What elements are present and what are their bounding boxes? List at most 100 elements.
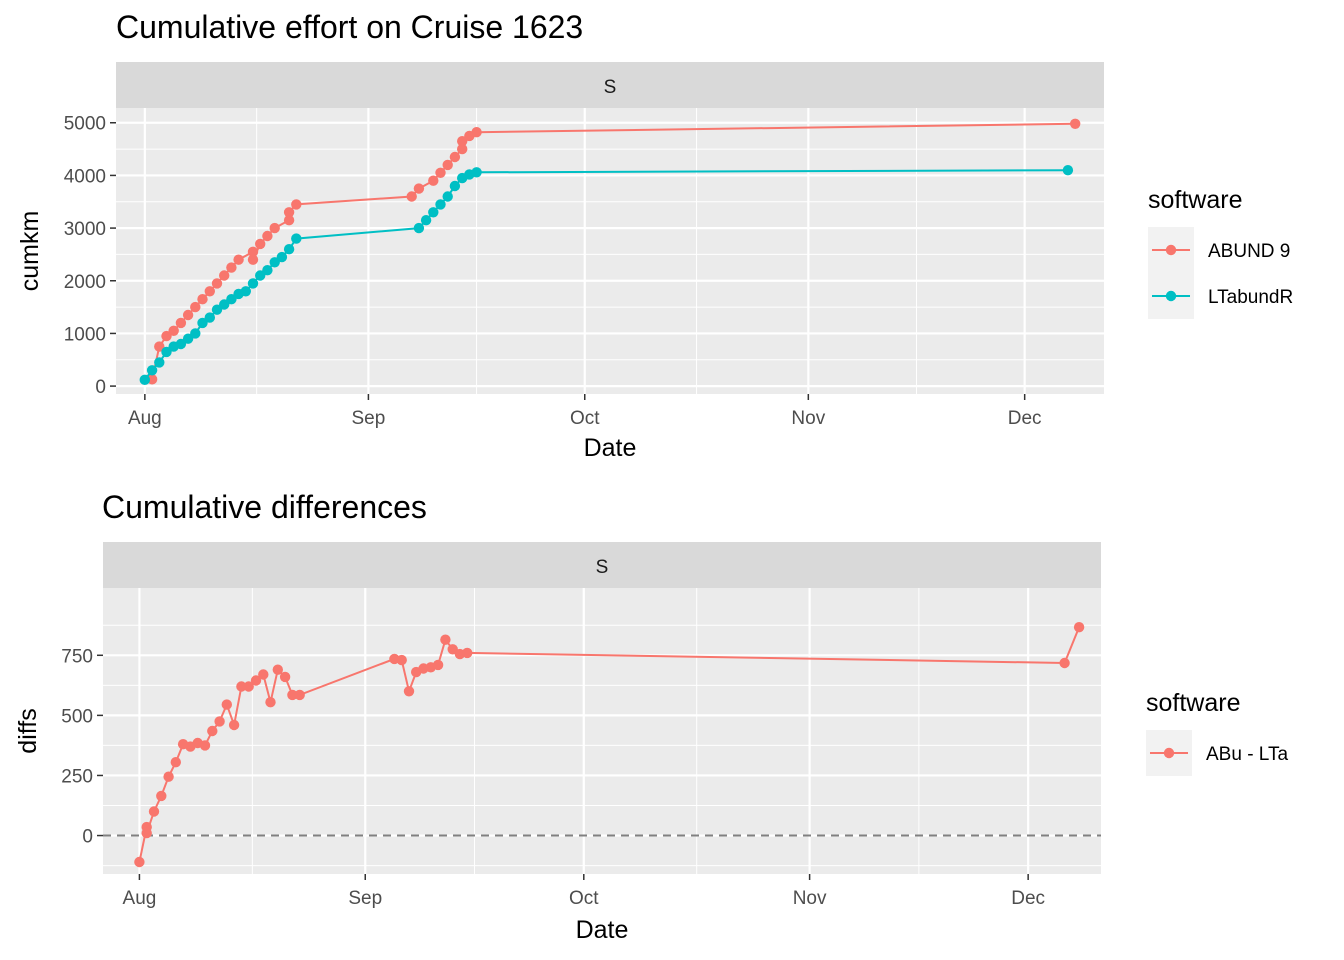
data-point bbox=[276, 251, 288, 263]
y-tick-label: 1000 bbox=[64, 324, 106, 345]
data-point bbox=[233, 254, 244, 265]
facet-label: S bbox=[596, 557, 609, 578]
data-point bbox=[442, 191, 453, 202]
data-point bbox=[435, 167, 446, 178]
legend-label: ABUND 9 bbox=[1208, 241, 1290, 262]
facet-strip bbox=[116, 62, 1104, 108]
data-point bbox=[182, 333, 194, 344]
data-point bbox=[1059, 657, 1070, 669]
data-point bbox=[406, 191, 417, 202]
data-point bbox=[247, 254, 259, 265]
data-point bbox=[428, 207, 439, 218]
x-axis-title: Date bbox=[584, 434, 637, 462]
data-point bbox=[247, 246, 259, 257]
data-point bbox=[134, 856, 145, 868]
data-point bbox=[457, 136, 468, 147]
y-tick-label: 0 bbox=[95, 377, 106, 398]
data-point bbox=[211, 278, 223, 289]
chart-cumulative-effort: Cumulative effort on Cruise 1623 S 0 1000… bbox=[16, 9, 1293, 462]
data-point bbox=[141, 827, 152, 839]
data-point bbox=[269, 257, 280, 268]
data-point bbox=[139, 374, 150, 385]
data-point bbox=[219, 270, 230, 281]
chart-title: Cumulative effort on Cruise 1623 bbox=[116, 9, 583, 45]
data-point bbox=[163, 771, 174, 782]
data-point bbox=[243, 681, 254, 692]
x-tick-label: Sep bbox=[348, 888, 382, 909]
data-point bbox=[214, 716, 225, 727]
legend-key-point bbox=[1165, 290, 1177, 302]
x-axis-title: Date bbox=[576, 916, 629, 944]
x-tick-label: Nov bbox=[791, 408, 825, 429]
data-point bbox=[283, 207, 295, 218]
data-point bbox=[204, 286, 215, 297]
legend: software ABu - LTa bbox=[1146, 689, 1288, 776]
x-axis: Aug Sep Oct Nov Dec bbox=[128, 394, 1042, 429]
data-point bbox=[190, 328, 201, 339]
legend-key-point bbox=[1165, 244, 1177, 256]
legend: software ABUND 9 LTabundR bbox=[1148, 186, 1293, 319]
data-point bbox=[146, 365, 158, 376]
y-tick-label: 750 bbox=[61, 646, 93, 667]
data-point bbox=[154, 357, 165, 368]
x-tick-label: Dec bbox=[1008, 408, 1042, 429]
data-point bbox=[442, 159, 453, 171]
data-point bbox=[435, 199, 446, 210]
data-point bbox=[148, 806, 160, 817]
data-point bbox=[226, 294, 237, 305]
data-point bbox=[255, 270, 266, 281]
y-axis-title: cumkm bbox=[16, 211, 44, 292]
data-point bbox=[170, 757, 181, 768]
data-point bbox=[258, 669, 269, 680]
data-point bbox=[197, 294, 208, 305]
data-point bbox=[283, 215, 295, 226]
data-point bbox=[449, 180, 461, 192]
data-point bbox=[283, 244, 295, 255]
chart-cumulative-differences: Cumulative differences S 0 250 500 750 Aug S… bbox=[14, 489, 1288, 944]
data-point bbox=[161, 330, 172, 342]
data-point bbox=[291, 199, 302, 210]
data-point bbox=[250, 675, 262, 686]
y-tick-label: 500 bbox=[61, 706, 93, 727]
series-layer bbox=[139, 118, 1081, 385]
legend-key-point bbox=[1163, 747, 1175, 759]
facet-strip bbox=[103, 542, 1101, 588]
x-tick-label: Aug bbox=[128, 408, 162, 429]
data-point bbox=[175, 338, 187, 350]
data-point bbox=[197, 317, 208, 329]
data-point bbox=[413, 183, 425, 194]
data-point bbox=[255, 238, 266, 250]
facet-label: S bbox=[604, 77, 617, 98]
data-point bbox=[156, 790, 167, 802]
data-point bbox=[219, 299, 230, 310]
legend-label: ABu - LTa bbox=[1206, 744, 1288, 765]
data-point bbox=[204, 312, 215, 323]
x-tick-label: Oct bbox=[570, 408, 600, 429]
data-point bbox=[272, 664, 283, 675]
legend-keys: ABu - LTa bbox=[1146, 730, 1288, 776]
y-tick-label: 250 bbox=[61, 766, 93, 787]
data-point bbox=[449, 151, 461, 163]
y-tick-label: 0 bbox=[82, 827, 93, 848]
data-point bbox=[226, 262, 237, 273]
legend-label: LTabundR bbox=[1208, 287, 1293, 308]
data-point bbox=[236, 681, 247, 692]
legend-title: software bbox=[1146, 689, 1240, 717]
data-point bbox=[175, 317, 187, 329]
x-axis: Aug Sep Oct Nov Dec bbox=[123, 874, 1045, 909]
data-point bbox=[228, 719, 240, 731]
data-point bbox=[440, 634, 451, 645]
data-point bbox=[420, 215, 432, 226]
data-point bbox=[1070, 118, 1081, 129]
data-point bbox=[462, 647, 473, 659]
data-point bbox=[221, 699, 232, 710]
legend-title: software bbox=[1148, 186, 1242, 214]
data-point bbox=[199, 740, 211, 751]
data-point bbox=[190, 301, 201, 313]
chart-title: Cumulative differences bbox=[102, 489, 427, 525]
data-point bbox=[279, 671, 291, 683]
y-tick-label: 2000 bbox=[64, 272, 106, 293]
data-point bbox=[262, 230, 273, 242]
data-point bbox=[403, 686, 415, 697]
data-point bbox=[269, 222, 280, 234]
